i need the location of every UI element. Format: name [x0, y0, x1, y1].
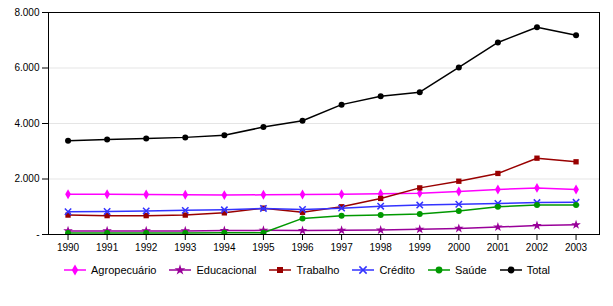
html-text:Saúde: Saúde: [454, 264, 487, 276]
svg-text:-: -: [36, 229, 39, 240]
svg-text:8.000: 8.000: [14, 7, 39, 18]
svg-text:1994: 1994: [213, 242, 236, 253]
svg-text:1995: 1995: [252, 242, 275, 253]
svg-text:2002: 2002: [526, 242, 549, 253]
html-text:Trabalho: Trabalho: [296, 264, 340, 276]
html-text:Crédito: Crédito: [379, 264, 415, 276]
svg-text:2.000: 2.000: [14, 173, 39, 184]
html-text:Educacional: Educacional: [196, 264, 257, 276]
html-text:Total: Total: [526, 264, 550, 276]
svg-text:2000: 2000: [448, 242, 471, 253]
svg-text:1998: 1998: [370, 242, 393, 253]
html-text:Agropecuário: Agropecuário: [91, 264, 157, 276]
svg-text:4.000: 4.000: [14, 118, 39, 129]
svg-text:1996: 1996: [291, 242, 314, 253]
svg-text:1999: 1999: [409, 242, 432, 253]
svg-text:1993: 1993: [174, 242, 197, 253]
svg-text:2003: 2003: [565, 242, 588, 253]
svg-text:2001: 2001: [487, 242, 510, 253]
svg-text:1990: 1990: [57, 242, 80, 253]
svg-text:1992: 1992: [135, 242, 158, 253]
svg-text:1991: 1991: [96, 242, 119, 253]
svg-text:1997: 1997: [330, 242, 353, 253]
svg-text:6.000: 6.000: [14, 62, 39, 73]
